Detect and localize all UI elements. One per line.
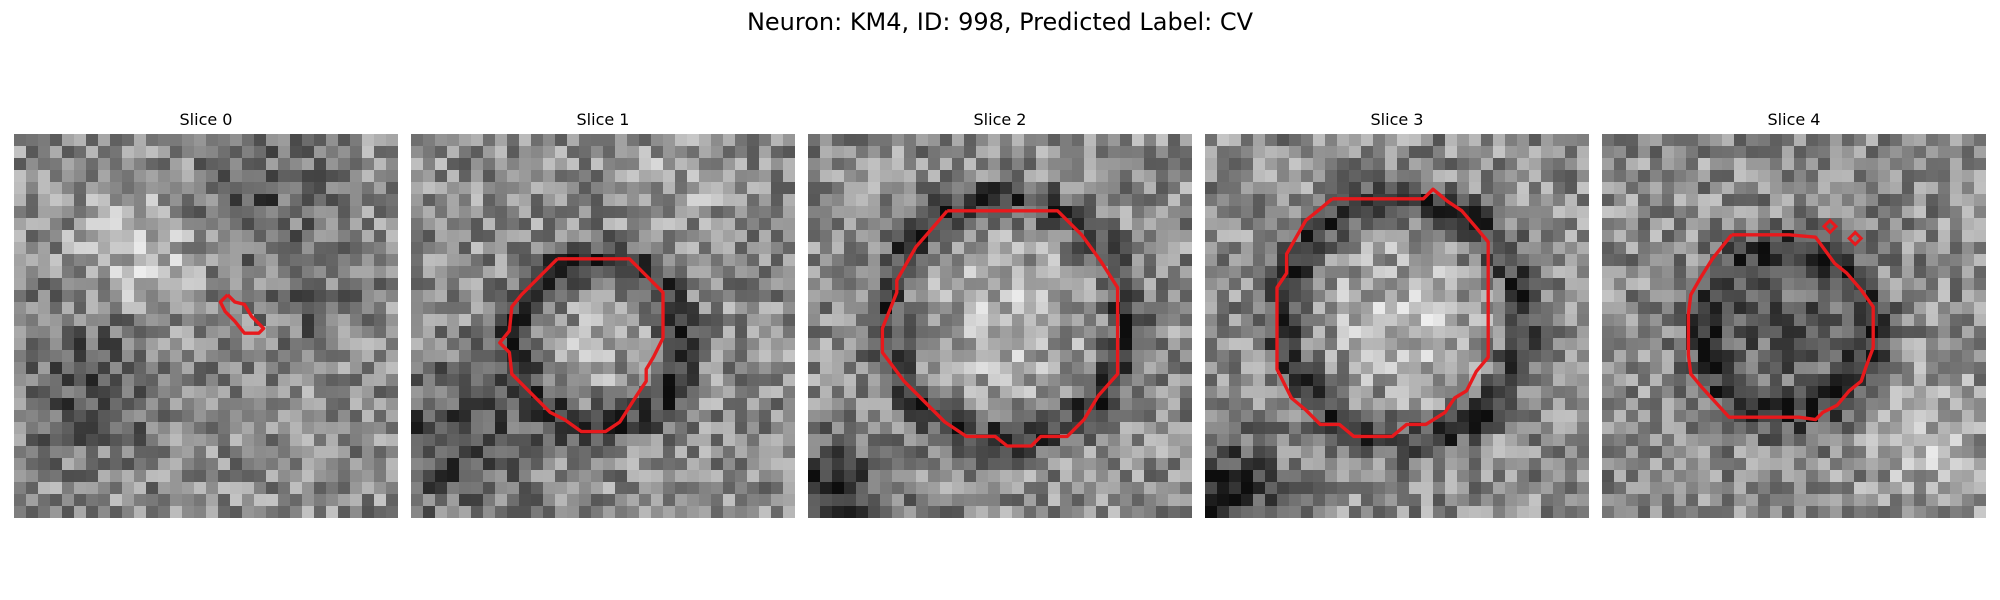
slice-image-0 <box>14 134 398 518</box>
slice-title-1: Slice 1 <box>576 110 630 129</box>
slice-image-2 <box>808 134 1192 518</box>
slice-contour-4-blob-a <box>1821 218 1839 235</box>
slice-contour-0 <box>218 293 266 335</box>
slice-panel-0: Slice 0 <box>14 108 398 518</box>
slice-image-4 <box>1602 134 1986 518</box>
slice-title-0: Slice 0 <box>179 110 233 129</box>
figure-title: Neuron: KM4, ID: 998, Predicted Label: C… <box>746 8 1254 36</box>
slice-panel-3: Slice 3 <box>1205 108 1589 518</box>
slice-contour-1 <box>498 257 665 434</box>
slice-image-1 <box>411 134 795 518</box>
slice-title-2: Slice 2 <box>973 110 1027 129</box>
slice-contour-4-blob-b <box>1847 230 1864 247</box>
slice-panel-1: Slice 1 <box>411 108 795 518</box>
slice-panel-2: Slice 2 <box>808 108 1192 518</box>
slice-contour-3 <box>1275 187 1490 439</box>
slice-title-3: Slice 3 <box>1370 110 1424 129</box>
slice-panel-4: Slice 4 <box>1602 108 1986 518</box>
slice-contour-4 <box>1686 233 1875 422</box>
slice-image-3 <box>1205 134 1589 518</box>
slice-contour-2 <box>880 209 1120 448</box>
slice-title-4: Slice 4 <box>1767 110 1821 129</box>
